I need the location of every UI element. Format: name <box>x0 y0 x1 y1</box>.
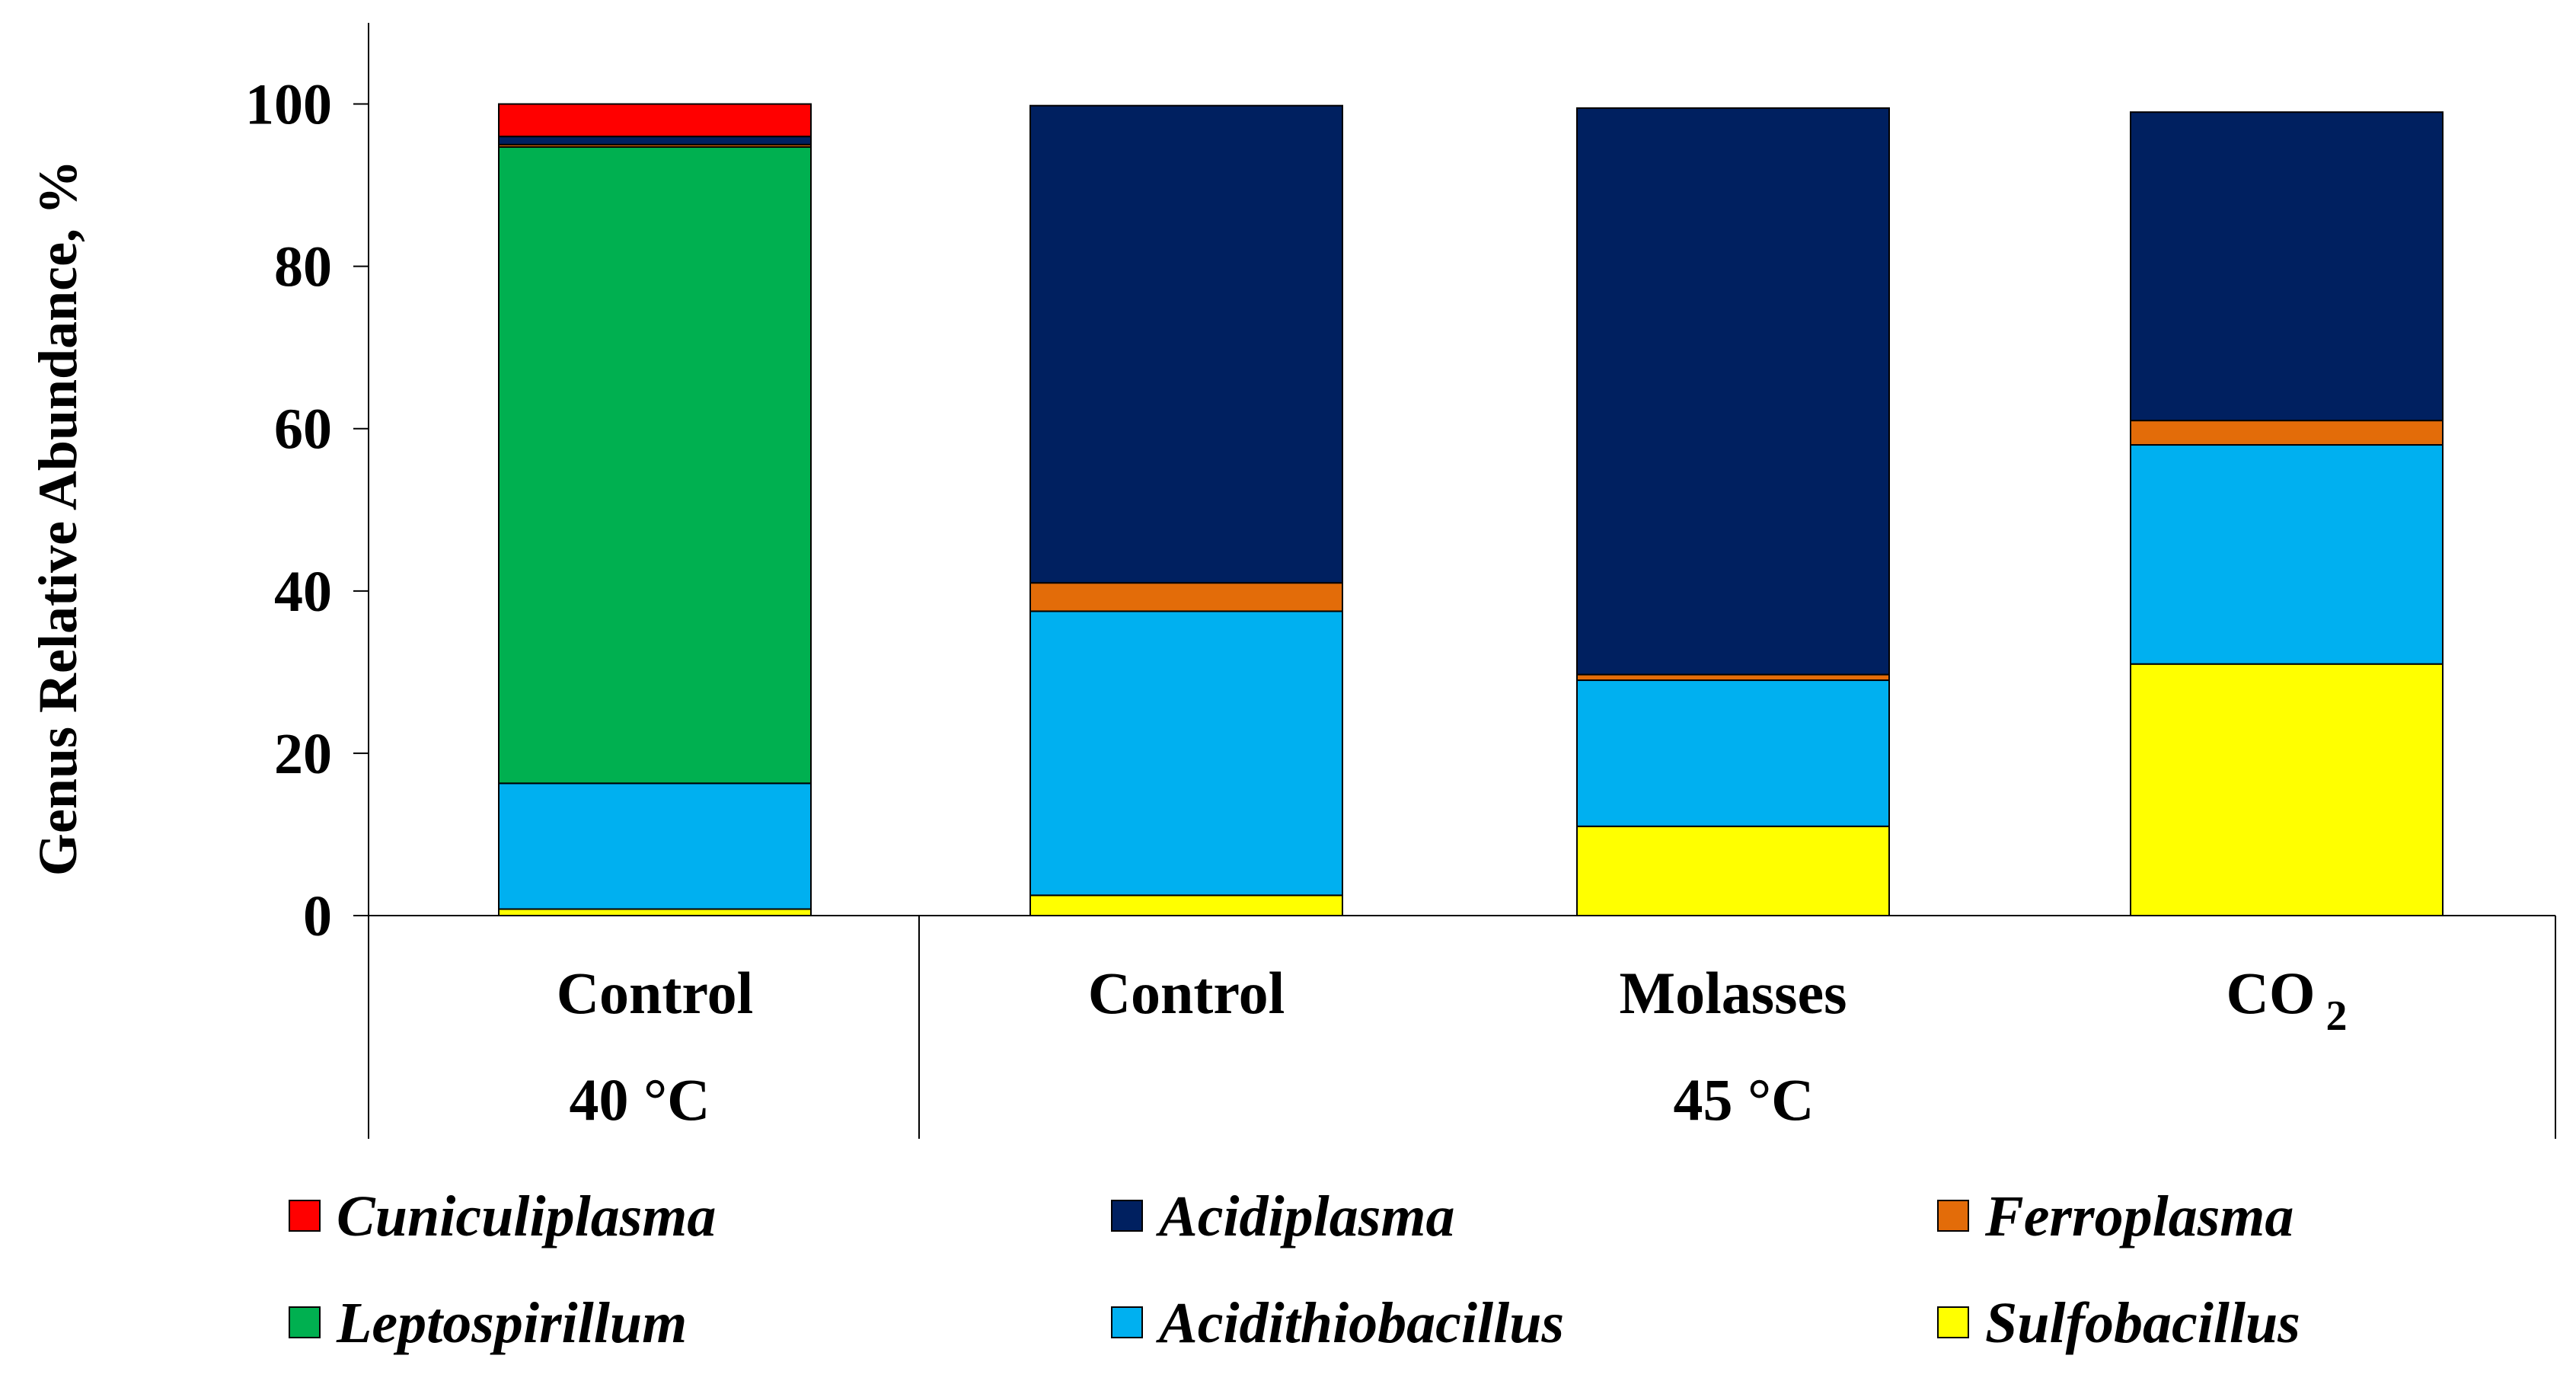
legend-label: Acidiplasma <box>1156 1184 1454 1248</box>
legend-label: Sulfobacillus <box>1985 1291 2300 1355</box>
bar-segment <box>1029 610 1343 897</box>
axes <box>368 23 2556 1139</box>
bar-segment <box>1576 679 1890 827</box>
y-tick-label: 100 <box>245 73 332 137</box>
bar-segment <box>1029 104 1343 584</box>
category-label: CO 2 <box>2226 960 2348 1040</box>
bar-segment <box>498 136 812 145</box>
y-tick-label: 40 <box>274 560 332 624</box>
bar-segment <box>498 782 812 910</box>
bar-segment <box>2130 111 2444 422</box>
legend-swatch <box>289 1200 321 1232</box>
y-axis-label-group: Genus Relative Abundance, % <box>27 160 88 876</box>
legend-swatch <box>1937 1306 1969 1338</box>
category-label: Molasses <box>1620 960 1847 1026</box>
bar-segment <box>1576 107 1890 676</box>
legend-label: Ferroplasma <box>1984 1184 2294 1248</box>
y-tick-label: 60 <box>274 398 332 462</box>
category-labels: Control Control Molasses CO 2 40 °C 45 °C <box>557 960 2348 1133</box>
y-tick-label: 20 <box>274 722 332 786</box>
bar-segment <box>2130 420 2444 446</box>
bar-segment <box>498 103 812 138</box>
bar-stacks <box>498 103 2444 917</box>
legend-swatch <box>1111 1306 1143 1338</box>
bar-segment <box>1576 673 1890 682</box>
bar-segment <box>498 908 812 916</box>
bar-segment <box>1029 894 1343 917</box>
legend-label: Leptospirillum <box>336 1291 687 1355</box>
y-tick-label: 0 <box>303 884 332 948</box>
y-tick-label: 80 <box>274 235 332 299</box>
bar-segment <box>498 146 812 785</box>
category-label: Control <box>557 960 754 1026</box>
legend-swatch <box>1111 1200 1143 1232</box>
bar-segment <box>1029 582 1343 612</box>
legend-label: Acidithiobacillus <box>1156 1291 1564 1355</box>
legend-swatch <box>1937 1200 1969 1232</box>
legend-swatch <box>289 1306 321 1338</box>
legend: Cuniculiplasma Acidiplasma Ferroplasma Lept… <box>289 1184 2300 1355</box>
bar-segment <box>1576 825 1890 917</box>
category-label-subscript: 2 <box>2326 993 2348 1040</box>
bar-segment <box>2130 444 2444 665</box>
group-label: 45 °C <box>1673 1066 1814 1133</box>
y-axis-ticks: 0 20 40 60 80 100 <box>245 73 369 948</box>
legend-label: Cuniculiplasma <box>337 1184 716 1248</box>
bar-segment <box>2130 663 2444 917</box>
category-label: Control <box>1088 960 1285 1026</box>
y-axis-label: Genus Relative Abundance, % <box>27 160 88 876</box>
group-label: 40 °C <box>569 1066 710 1133</box>
